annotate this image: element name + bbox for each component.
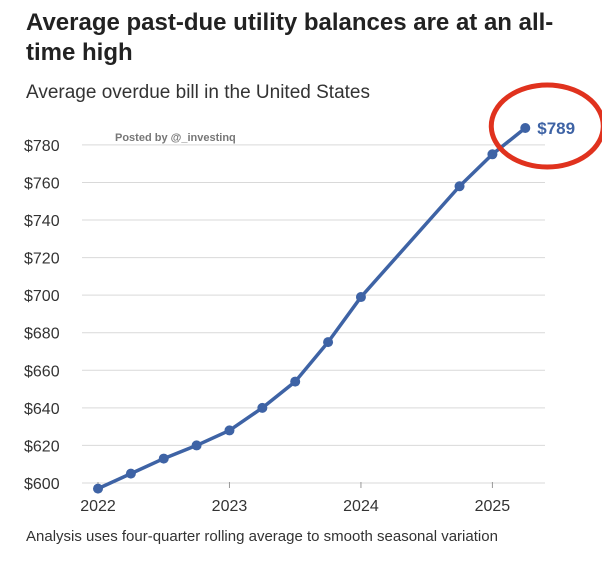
data-point [355, 292, 366, 303]
data-point [487, 149, 498, 160]
x-tick-label: 2023 [212, 498, 248, 515]
data-point [323, 337, 334, 348]
data-point [290, 376, 301, 387]
x-axis-ticks: 2022 2023 2024 2025 [80, 482, 510, 515]
annotation-group: $789 [488, 82, 602, 170]
highlight-circle [488, 82, 602, 170]
data-point [158, 453, 169, 464]
data-point [191, 440, 202, 451]
y-tick-label: $700 [24, 288, 60, 305]
data-point [520, 123, 531, 133]
data-label-last: $789 [537, 119, 575, 138]
y-tick-label: $760 [24, 175, 60, 192]
grid-lines [82, 144, 545, 484]
watermark: Posted by @_investinq [115, 132, 236, 144]
footnote: Analysis uses four-quarter rolling avera… [26, 528, 498, 545]
chart-subtitle: Average overdue bill in the United State… [26, 82, 370, 103]
series-group [93, 123, 531, 494]
series-line [96, 126, 528, 491]
y-tick-label: $720 [24, 251, 60, 268]
data-point [125, 468, 136, 479]
y-tick-label: $740 [24, 213, 60, 230]
chart-title: Average past-due utility balances are at… [26, 9, 554, 66]
y-tick-label: $620 [24, 438, 60, 455]
y-tick-label: $660 [24, 363, 60, 380]
data-point [93, 483, 103, 494]
x-tick-label: 2025 [475, 498, 511, 515]
x-tick-label: 2024 [343, 498, 379, 515]
y-tick-label: $600 [24, 476, 60, 493]
data-point [224, 425, 235, 436]
y-tick-label: $640 [24, 401, 60, 418]
y-tick-label: $680 [24, 326, 60, 343]
line-chart: $600 $620 $640 $660 $680 $700 $720 $740 $760 $780… [24, 82, 602, 515]
y-axis-ticks: $600 $620 $640 $660 $680 $700 $720 $740 $760 $780 [24, 138, 60, 493]
data-point [454, 181, 465, 192]
x-tick-label: 2022 [80, 498, 116, 515]
y-tick-label: $780 [24, 138, 60, 155]
data-point [257, 402, 268, 413]
